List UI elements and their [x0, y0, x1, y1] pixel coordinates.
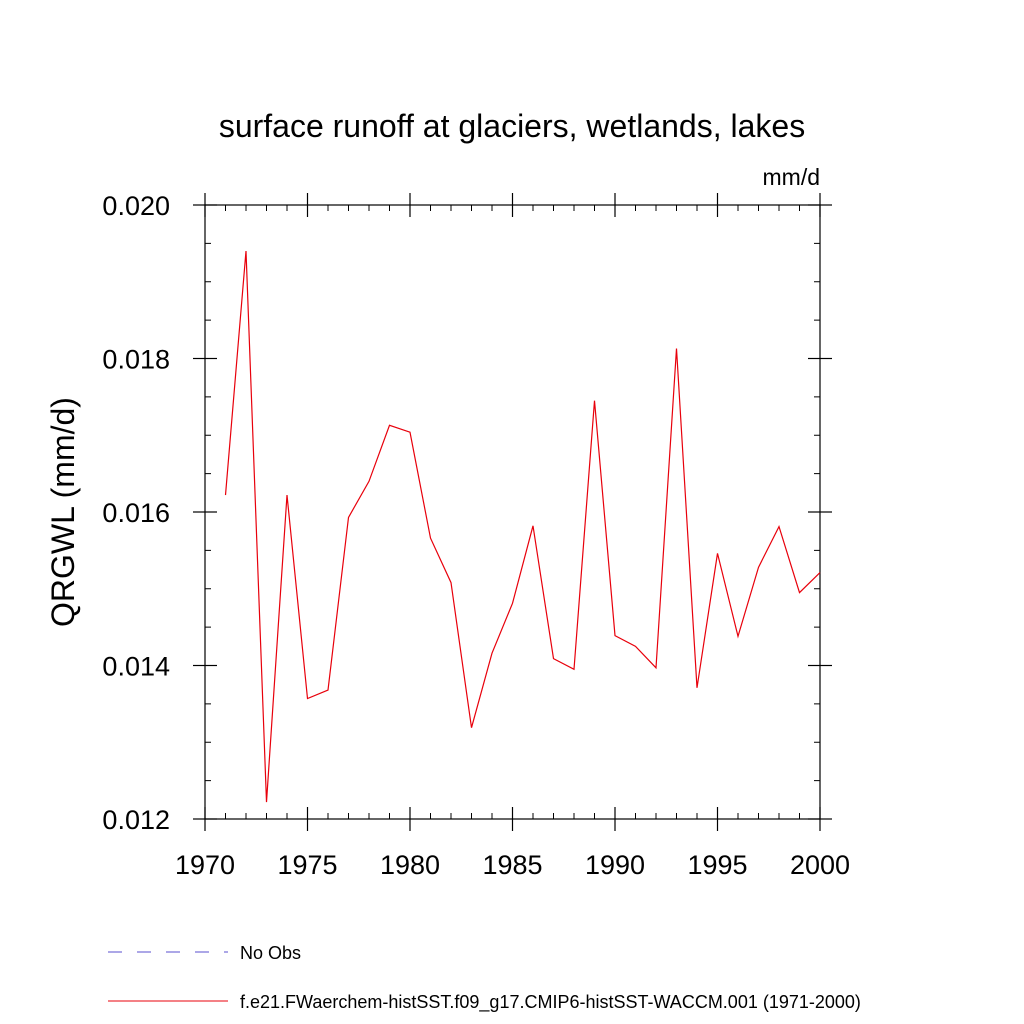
units-label: mm/d: [763, 164, 821, 190]
x-tick-label: 1990: [585, 850, 645, 880]
y-axis-label: QRGWL (mm/d): [45, 397, 81, 627]
series-line: [224, 250, 821, 803]
x-tick-label: 1995: [687, 850, 747, 880]
series-layer: [224, 250, 821, 803]
legend: No Obs f.e21.FWaerchem-histSST.f09_g17.CM…: [108, 943, 861, 1013]
plot-frame: [204, 204, 821, 820]
legend-label: No Obs: [240, 943, 301, 963]
x-tick-label: 1980: [380, 850, 440, 880]
y-tick-label: 0.016: [102, 498, 170, 528]
chart-title: surface runoff at glaciers, wetlands, la…: [219, 108, 805, 144]
x-tick-label: 2000: [790, 850, 850, 880]
y-tick-label: 0.012: [102, 805, 170, 835]
y-tick-label: 0.020: [102, 191, 170, 221]
x-tick-label: 1975: [277, 850, 337, 880]
y-tick-label: 0.018: [102, 345, 170, 375]
axis-ticks: [193, 193, 832, 831]
legend-label: f.e21.FWaerchem-histSST.f09_g17.CMIP6-hi…: [240, 992, 861, 1013]
y-tick-label: 0.014: [102, 652, 170, 682]
x-tick-label: 1985: [482, 850, 542, 880]
x-tick-label: 1970: [175, 850, 235, 880]
axis-tick-labels: 1970 1975 1980 1985 1990 1995 2000 0.012 0.014 0.…: [102, 191, 850, 880]
